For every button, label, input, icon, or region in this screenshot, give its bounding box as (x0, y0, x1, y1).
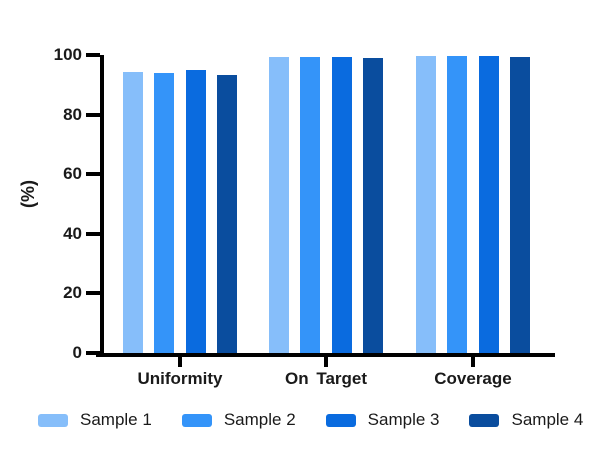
y-tick-label: 0 (72, 343, 82, 362)
y-tick (86, 291, 100, 296)
y-tick (86, 351, 100, 355)
y-tick-label: 40 (63, 223, 82, 243)
x-group-label: Uniformity (137, 369, 223, 388)
x-group-tick (178, 357, 182, 367)
x-group-tick (324, 357, 328, 367)
bar (331, 56, 352, 353)
legend-item: Sample 4 (469, 410, 583, 430)
bar (362, 57, 383, 353)
plot-area: 0 20 40 60 80 100 Uniformity On Target Coverage (54, 45, 555, 388)
bar (154, 73, 175, 353)
y-tick-label: 80 (63, 104, 82, 124)
legend-label: Sample 3 (367, 410, 440, 429)
bar-group-on-target (269, 55, 383, 353)
x-group-tick (471, 357, 475, 367)
x-group-label: On Target (284, 369, 368, 388)
legend-label: Sample 4 (511, 410, 584, 429)
bar (416, 56, 436, 353)
y-tick (86, 112, 100, 117)
bar-group-coverage (416, 55, 530, 353)
y-tick-label: 100 (53, 45, 82, 64)
legend-swatch (38, 413, 68, 427)
bar (269, 57, 289, 353)
bar (185, 69, 206, 353)
legend-label: Sample 2 (223, 410, 296, 429)
bar (300, 57, 321, 353)
legend-item: Sample 1 (38, 410, 152, 430)
legend-label: Sample 1 (80, 410, 152, 429)
bar (447, 55, 468, 353)
y-tick (86, 172, 100, 177)
legend-swatch (325, 413, 356, 427)
y-tick-label: 60 (63, 164, 82, 184)
bar (509, 56, 530, 353)
legend-item: Sample 3 (325, 410, 440, 430)
bar (216, 75, 237, 353)
x-axis (96, 353, 555, 357)
y-tick-label: 20 (63, 283, 82, 303)
y-tick (86, 231, 100, 236)
bar (123, 71, 143, 353)
bar (478, 55, 499, 353)
x-group-label: Coverage (434, 369, 512, 388)
legend: Sample 1 Sample 2 Sample 3 Sample 4 (38, 410, 583, 430)
bar-group-uniformity (123, 55, 237, 353)
y-axis (100, 55, 104, 357)
legend-item: Sample 2 (181, 410, 296, 430)
legend-swatch (181, 413, 212, 427)
y-tick (86, 53, 100, 57)
legend-swatch (469, 413, 500, 427)
